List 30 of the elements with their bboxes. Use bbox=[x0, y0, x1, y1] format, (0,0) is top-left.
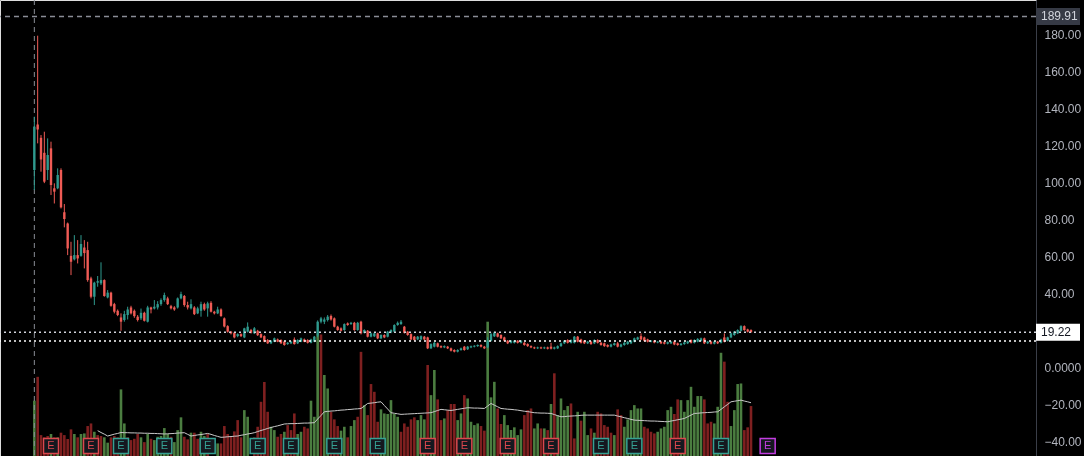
y-tick-label: 120.00 bbox=[1044, 139, 1082, 154]
data-label: E bbox=[330, 439, 339, 452]
y-tick-label: 100.00 bbox=[1044, 176, 1082, 191]
y-tick-label: 160.00 bbox=[1044, 65, 1082, 80]
data-label: E bbox=[630, 439, 639, 452]
y-tick-label: 40.00 bbox=[1044, 287, 1075, 302]
ref-line-label: 19.22 bbox=[1041, 325, 1072, 340]
y-tick-label: 0.0000 bbox=[1044, 361, 1082, 376]
data-label: E bbox=[87, 439, 95, 452]
y-tick-label: 60.00 bbox=[1044, 250, 1075, 265]
data-label: E bbox=[460, 439, 469, 452]
data-label: E bbox=[117, 439, 125, 452]
data-label: E bbox=[503, 439, 512, 452]
y-tick-label: −40.00 bbox=[1044, 435, 1082, 450]
ref-line-label: 189.91 bbox=[1041, 9, 1079, 24]
data-label: E bbox=[717, 439, 725, 452]
data-label: E bbox=[203, 439, 212, 452]
data-label: E bbox=[287, 439, 295, 452]
data-label: E bbox=[597, 439, 605, 452]
data-label: E bbox=[673, 439, 682, 452]
data-label: E bbox=[47, 439, 55, 452]
data-label: E bbox=[763, 439, 772, 452]
y-tick-label: −20.00 bbox=[1044, 398, 1082, 413]
data-label: E bbox=[547, 439, 555, 452]
y-tick-label: 140.00 bbox=[1044, 102, 1082, 117]
y-tick-label: 80.00 bbox=[1044, 213, 1075, 228]
data-label: E bbox=[423, 439, 432, 452]
data-label: E bbox=[373, 439, 382, 452]
y-tick-label: 180.00 bbox=[1044, 28, 1082, 43]
data-label: E bbox=[160, 439, 169, 452]
